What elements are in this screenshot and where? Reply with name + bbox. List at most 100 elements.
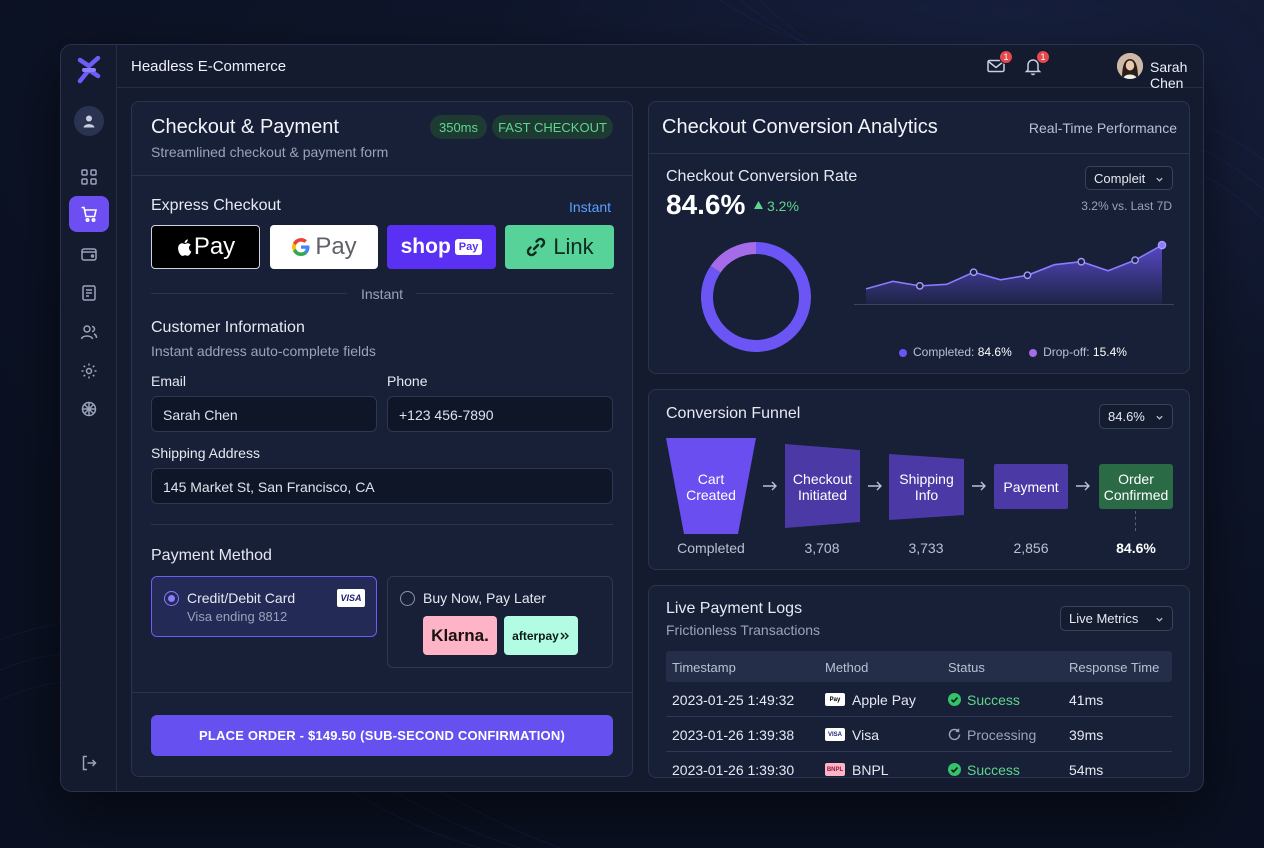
footer-divider <box>132 692 632 693</box>
rate-title: Checkout Conversion Rate <box>666 168 858 185</box>
logo-icon <box>77 56 101 84</box>
order-connector <box>1135 511 1136 531</box>
logout-icon[interactable] <box>69 745 109 781</box>
table-row[interactable]: 2023-01-26 1:39:30 BNPL BNPL Success 54m… <box>666 752 1172 778</box>
donut-slice-drop-off <box>710 242 756 273</box>
funnel-value-cart: Completed <box>677 540 745 556</box>
user-photo[interactable] <box>1117 53 1143 79</box>
row-method: Visa <box>852 727 879 743</box>
arrow-right-icon <box>972 481 986 491</box>
funnel-stage-checkout-shape <box>785 444 860 528</box>
row-timestamp: 2023-01-25 1:49:32 <box>672 692 795 708</box>
wallet-icon[interactable] <box>69 236 109 272</box>
klarna-logo: Klarna. <box>423 616 497 655</box>
mail-badge: 1 <box>999 50 1013 64</box>
legend-dropoff-swatch <box>1029 348 1038 357</box>
users-icon[interactable] <box>69 314 109 350</box>
row-status: Processing <box>967 727 1037 743</box>
afterpay-logo: afterpay <box>504 616 578 655</box>
express-checkout-title: Express Checkout <box>151 197 281 214</box>
instant-divider-right <box>416 293 614 294</box>
bnpl-option[interactable]: Buy Now, Pay Later Klarna. afterpay <box>387 576 613 668</box>
success-check-icon <box>948 693 961 706</box>
arrow-right-icon <box>763 481 777 491</box>
header-response-time[interactable]: Response Time <box>1069 660 1160 675</box>
data-point <box>1131 256 1139 265</box>
phone-label: Phone <box>387 373 428 389</box>
address-label: Shipping Address <box>151 445 260 461</box>
mail-icon[interactable]: 1 <box>986 50 1013 76</box>
funnel-stage-cart-shape <box>666 438 756 534</box>
checkout-title: Checkout & Payment <box>151 116 339 138</box>
google-pay-button[interactable]: Pay <box>270 225 378 269</box>
bnpl-option-title: Buy Now, Pay Later <box>423 590 546 606</box>
logs-title: Live Payment Logs <box>666 600 803 617</box>
row-response-time: 54ms <box>1069 762 1104 778</box>
legend-dropoff-label: Drop-off: <box>1043 345 1090 359</box>
funnel-stage-order: Order Confirmed <box>1103 471 1169 503</box>
funnel-panel: Conversion Funnel 84.6% Cart Created Chec… <box>648 389 1190 570</box>
series-line <box>865 244 1163 290</box>
address-field[interactable]: 145 Market St, San Francisco, CA <box>151 468 613 504</box>
email-field[interactable]: Sarah Chen <box>151 396 377 432</box>
link-pay-button[interactable]: Link <box>505 225 614 269</box>
header-timestamp[interactable]: Timestamp <box>672 660 736 675</box>
app-title: Headless E-Commerce <box>131 58 287 75</box>
logs-dropdown-label: Live Metrics <box>1069 611 1139 626</box>
google-pay-label: Pay <box>315 233 357 260</box>
fast-checkout-badge: FAST CHECKOUT <box>492 115 613 139</box>
table-row[interactable]: 2023-01-25 1:49:32 Pay Apple Pay Success… <box>666 682 1172 717</box>
user-name[interactable]: Sarah Chen <box>1150 59 1188 91</box>
funnel-stage-order-shape <box>1099 464 1173 509</box>
bell-icon[interactable]: 1 <box>1023 50 1050 76</box>
table-row[interactable]: 2023-01-26 1:39:38 VISA Visa Processing … <box>666 717 1172 752</box>
express-instant-tag: Instant <box>569 199 612 215</box>
row-status: Success <box>967 762 1020 778</box>
data-point <box>1077 257 1086 266</box>
funnel-title: Conversion Funnel <box>666 405 801 422</box>
row-timestamp: 2023-01-26 1:39:30 <box>672 762 795 778</box>
shop-pay-button[interactable]: shop Pay <box>387 225 496 269</box>
shop-pay-label: Pay <box>454 239 483 255</box>
funnel-stage-payment: Payment <box>1003 479 1059 495</box>
row-response-time: 39ms <box>1069 727 1104 743</box>
apple-pay-mini-icon: Pay <box>825 693 845 706</box>
sidebar <box>61 45 117 791</box>
card-option[interactable]: Credit/Debit Card Visa ending 8812 VISA <box>151 576 377 637</box>
funnel-value-order: 84.6% <box>1116 540 1156 556</box>
cart-icon[interactable] <box>69 196 109 232</box>
arrow-right-icon <box>1076 481 1090 491</box>
data-point <box>1023 271 1032 280</box>
receipt-icon[interactable] <box>69 275 109 311</box>
checkout-panel: Checkout & Payment Streamlined checkout … <box>131 101 633 777</box>
analytics-panel: Checkout Conversion Analytics Real-Time … <box>648 101 1190 374</box>
apple-pay-button[interactable]: Pay <box>151 225 260 269</box>
dashboard-grid-icon[interactable] <box>69 159 109 195</box>
card-radio[interactable] <box>164 591 179 606</box>
metric-dropdown[interactable]: Compleit <box>1085 166 1173 190</box>
header-status[interactable]: Status <box>948 660 985 675</box>
phone-field[interactable]: +123 456-7890 <box>387 396 613 432</box>
funnel-dropdown[interactable]: 84.6% <box>1099 404 1173 429</box>
legend-dropoff-value: 15.4% <box>1092 345 1127 359</box>
customer-info-title: Customer Information <box>151 319 305 336</box>
data-point <box>969 268 978 277</box>
bnpl-radio[interactable] <box>400 591 415 606</box>
integrations-icon[interactable] <box>69 391 109 427</box>
header-method[interactable]: Method <box>825 660 869 675</box>
analytics-tag: Real-Time Performance <box>1028 120 1177 136</box>
success-check-icon <box>948 763 961 776</box>
logs-dropdown[interactable]: Live Metrics <box>1060 606 1173 631</box>
google-g-icon <box>292 238 310 256</box>
settings-gear-icon[interactable] <box>69 353 109 389</box>
bnpl-mini-icon: BNPL <box>825 763 845 776</box>
legend-completed-label: Completed: <box>913 345 975 359</box>
place-order-button[interactable]: PLACE ORDER - $149.50 (SUB-SECOND CONFIR… <box>151 715 613 756</box>
chevron-down-icon <box>1156 415 1163 420</box>
funnel-value-payment: 2,856 <box>1013 540 1049 556</box>
funnel-stage-checkout: Checkout Initiated <box>792 471 853 503</box>
instant-divider-left <box>151 293 347 294</box>
funnel-stage-payment-shape <box>994 464 1068 509</box>
user-avatar-icon[interactable] <box>74 106 104 136</box>
chevron-down-icon <box>1156 177 1163 182</box>
